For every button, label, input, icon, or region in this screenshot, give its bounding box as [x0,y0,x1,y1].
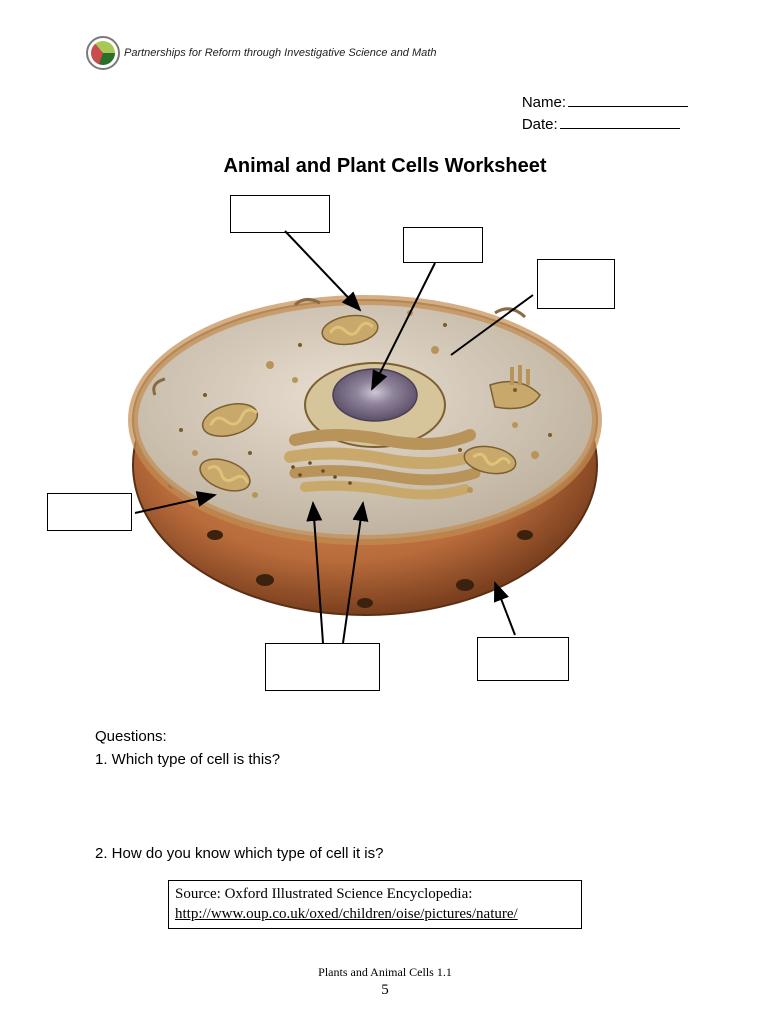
label-box-box3[interactable] [537,259,615,309]
cell-diagram [95,195,635,695]
label-box-box1[interactable] [230,195,330,233]
date-input-line[interactable] [560,114,680,129]
worksheet-page: Partnerships for Reform through Investig… [0,0,770,1024]
questions-block: Questions: 1. Which type of cell is this… [95,728,280,774]
footer-page-number: 5 [0,982,770,999]
footer-text: Plants and Animal Cells 1.1 [0,965,770,980]
source-url[interactable]: http://www.oup.co.uk/oxed/children/oise/… [175,906,518,922]
source-line1: Source: Oxford Illustrated Science Encyc… [175,885,575,905]
questions-heading: Questions: [95,728,280,745]
question-1: 1. Which type of cell is this? [95,751,280,768]
date-label: Date: [522,116,558,133]
label-box-box2[interactable] [403,227,483,263]
footer: Plants and Animal Cells 1.1 5 [0,965,770,999]
page-title: Animal and Plant Cells Worksheet [0,155,770,178]
name-label: Name: [522,94,566,111]
label-box-box5[interactable] [265,643,380,691]
question-2: 2. How do you know which type of cell it… [95,845,383,862]
header: Partnerships for Reform through Investig… [86,36,436,70]
source-box: Source: Oxford Illustrated Science Encyc… [168,880,582,929]
prism-logo-icon [86,36,120,70]
label-box-box6[interactable] [477,637,569,681]
label-box-box4[interactable] [47,493,132,531]
header-subtitle: Partnerships for Reform through Investig… [124,47,436,59]
name-input-line[interactable] [568,92,688,107]
name-date-block: Name: Date: [522,92,688,136]
